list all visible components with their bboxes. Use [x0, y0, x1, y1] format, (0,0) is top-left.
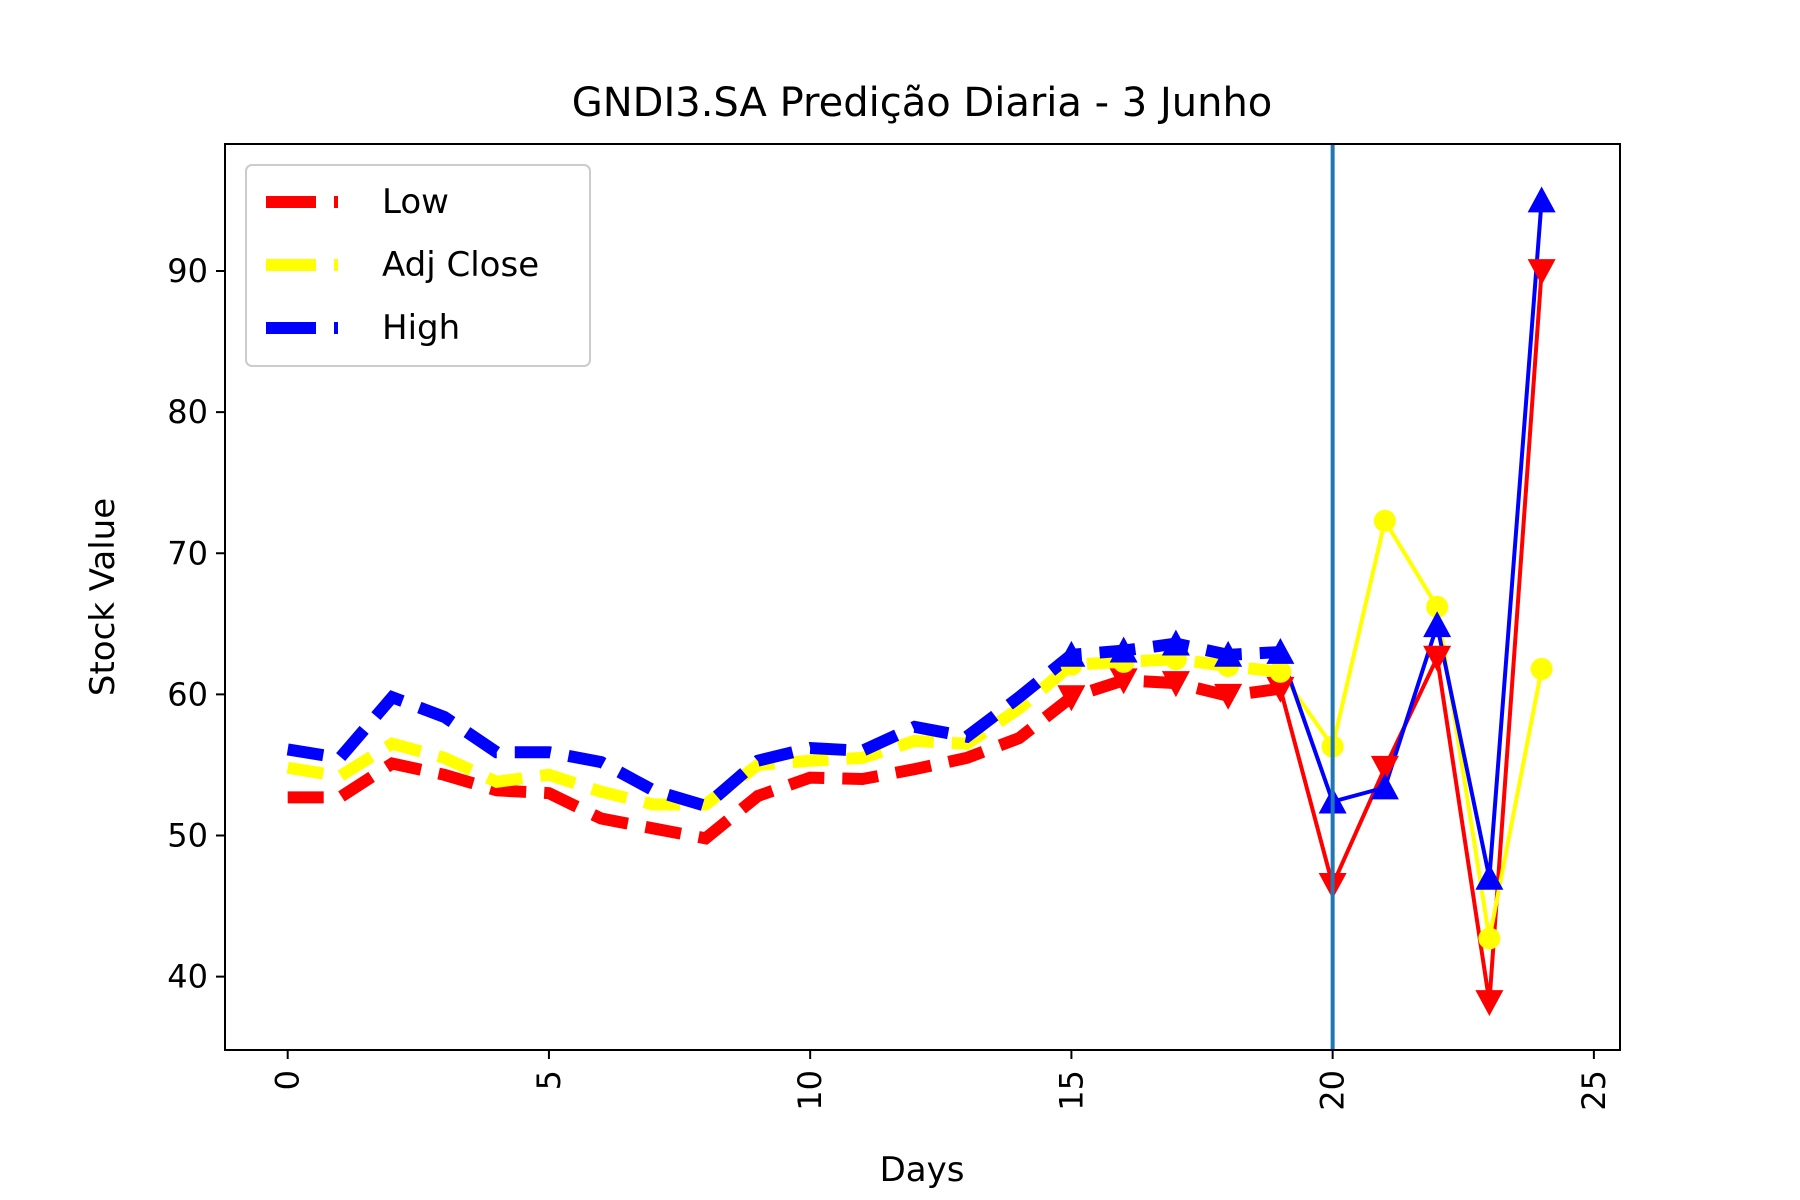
low-point [1214, 683, 1243, 710]
legend-frame [245, 164, 591, 367]
high-point [1266, 638, 1295, 664]
high-point [1475, 863, 1504, 890]
low-point [1370, 755, 1399, 782]
plot-frame [224, 143, 1621, 1051]
high-point [1423, 611, 1452, 638]
x-tick-label: 5 [530, 1070, 568, 1090]
high-point [1109, 636, 1138, 663]
low-point [1527, 259, 1556, 286]
x-tick-label: 25 [1575, 1070, 1613, 1111]
x-tick-label: 15 [1052, 1070, 1090, 1111]
low-point [1161, 671, 1190, 698]
legend-label-low: Low [382, 182, 449, 222]
high-predicted-line [1278, 200, 1544, 879]
legend: Low Adj Close High [245, 164, 591, 367]
x-tick-label: 0 [269, 1070, 307, 1090]
y-tick-label: 60 [167, 675, 208, 713]
adj-close-point [1373, 509, 1396, 532]
low-point [1266, 676, 1295, 703]
high-point [1057, 640, 1086, 667]
high-point [1527, 186, 1556, 213]
y-axis-label: Stock Value [83, 498, 123, 696]
y-tick-label: 50 [167, 816, 208, 854]
adj-close-point [1530, 657, 1553, 680]
chart-title: GNDI3.SA Predição Diaria - 3 Junho [572, 80, 1273, 126]
y-tick-label: 40 [167, 958, 208, 996]
legend-label-high: High [382, 308, 460, 348]
high-point [1370, 773, 1399, 800]
high-point [1214, 640, 1243, 667]
y-ticks: 40 50 60 70 80 90 [167, 252, 225, 996]
x-ticks: 0 5 10 15 20 25 [269, 1050, 1613, 1111]
high-historical-line [286, 637, 1281, 813]
low-point [1423, 645, 1452, 672]
low-historical-line [287, 674, 1282, 845]
legend-label-adj-close: Adj Close [382, 245, 539, 285]
low-point [1109, 668, 1138, 695]
adj-close-point [1426, 595, 1449, 618]
x-axis-label: Days [880, 1150, 965, 1190]
x-tick-label: 20 [1314, 1070, 1352, 1111]
low-point [1475, 990, 1504, 1017]
high-point [1161, 629, 1190, 656]
y-tick-label: 70 [167, 534, 208, 572]
x-tick-label: 10 [791, 1070, 829, 1111]
adj-close-point [1478, 927, 1501, 950]
y-tick-label: 90 [167, 252, 208, 290]
series-layer [286, 186, 1556, 1017]
legend-items: Low Adj Close High [266, 182, 539, 348]
y-tick-label: 80 [167, 393, 208, 431]
adj-close-predicted-line [1278, 515, 1544, 939]
low-point [1057, 685, 1086, 712]
adj-close-point [1269, 660, 1292, 683]
